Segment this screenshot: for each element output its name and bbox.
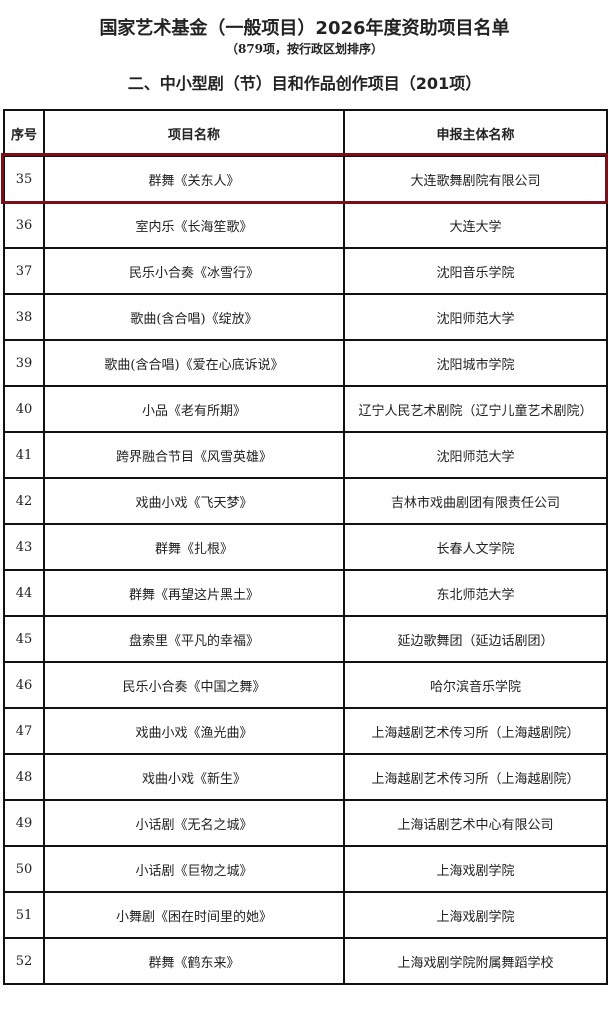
applicant-name: 上海戏剧学院 xyxy=(343,891,608,939)
row-number: 43 xyxy=(3,523,45,571)
row-number: 50 xyxy=(3,845,45,893)
project-name: 盘索里《平凡的幸福》 xyxy=(43,615,345,663)
applicant-name: 沈阳师范大学 xyxy=(343,293,608,341)
project-name: 小话剧《巨物之城》 xyxy=(43,845,345,893)
project-name: 民乐小合奏《中国之舞》 xyxy=(43,661,345,709)
section-heading: 二、中小型剧（节）目和作品创作项目（201项） xyxy=(127,74,482,93)
table-header-row: 序号 项目名称 申报主体名称 xyxy=(3,109,608,157)
row-number: 44 xyxy=(3,569,45,617)
applicant-name: 沈阳师范大学 xyxy=(343,431,608,479)
row-number: 37 xyxy=(3,247,45,295)
project-name: 跨界融合节目《风雪英雄》 xyxy=(43,431,345,479)
row-number: 46 xyxy=(3,661,45,709)
table-row: 46 民乐小合奏《中国之舞》 哈尔滨音乐学院 xyxy=(3,661,608,709)
applicant-name: 吉林市戏曲剧团有限责任公司 xyxy=(343,477,608,525)
table-row: 51 小舞剧《困在时间里的她》 上海戏剧学院 xyxy=(3,891,608,939)
header-no: 序号 xyxy=(3,109,45,157)
project-name: 群舞《关东人》 xyxy=(43,155,345,203)
table-row: 41 跨界融合节目《风雪英雄》 沈阳师范大学 xyxy=(3,431,608,479)
project-name: 戏曲小戏《新生》 xyxy=(43,753,345,801)
applicant-name: 上海话剧艺术中心有限公司 xyxy=(343,799,608,847)
applicant-name: 东北师范大学 xyxy=(343,569,608,617)
project-name: 戏曲小戏《飞天梦》 xyxy=(43,477,345,525)
applicant-name: 辽宁人民艺术剧院（辽宁儿童艺术剧院） xyxy=(343,385,608,433)
header-project-name: 项目名称 xyxy=(43,109,345,157)
table-row: 44 群舞《再望这片黑土》 东北师范大学 xyxy=(3,569,608,617)
project-name: 歌曲(含合唱)《绽放》 xyxy=(43,293,345,341)
table-row: 39 歌曲(含合唱)《爱在心底诉说》 沈阳城市学院 xyxy=(3,339,608,387)
table-row: 40 小品《老有所期》 辽宁人民艺术剧院（辽宁儿童艺术剧院） xyxy=(3,385,608,433)
project-name: 群舞《鹤东来》 xyxy=(43,937,345,985)
project-name: 群舞《再望这片黑土》 xyxy=(43,569,345,617)
applicant-name: 沈阳音乐学院 xyxy=(343,247,608,295)
row-number: 35 xyxy=(3,155,45,203)
project-name: 小品《老有所期》 xyxy=(43,385,345,433)
applicant-name: 沈阳城市学院 xyxy=(343,339,608,387)
row-number: 49 xyxy=(3,799,45,847)
project-table: 序号 项目名称 申报主体名称 35 群舞《关东人》 大连歌舞剧院有限公司 36 室内乐《… xyxy=(3,109,608,985)
project-name: 小舞剧《困在时间里的她》 xyxy=(43,891,345,939)
project-name: 戏曲小戏《渔光曲》 xyxy=(43,707,345,755)
document-subtitle: （879项，按行政区划排序） xyxy=(225,42,384,56)
applicant-name: 上海越剧艺术传习所（上海越剧院） xyxy=(343,753,608,801)
applicant-name: 上海戏剧学院 xyxy=(343,845,608,893)
table-row: 42 戏曲小戏《飞天梦》 吉林市戏曲剧团有限责任公司 xyxy=(3,477,608,525)
document-title: 国家艺术基金（一般项目）2026年度资助项目名单 xyxy=(99,18,510,39)
row-number: 45 xyxy=(3,615,45,663)
table-row: 37 民乐小合奏《冰雪行》 沈阳音乐学院 xyxy=(3,247,608,295)
table-row: 38 歌曲(含合唱)《绽放》 沈阳师范大学 xyxy=(3,293,608,341)
header-applicant: 申报主体名称 xyxy=(343,109,608,157)
row-number: 48 xyxy=(3,753,45,801)
row-number: 38 xyxy=(3,293,45,341)
row-number: 40 xyxy=(3,385,45,433)
row-number: 36 xyxy=(3,201,45,249)
project-name: 民乐小合奏《冰雪行》 xyxy=(43,247,345,295)
row-number: 52 xyxy=(3,937,45,985)
row-number: 47 xyxy=(3,707,45,755)
row-number: 41 xyxy=(3,431,45,479)
project-name: 群舞《扎根》 xyxy=(43,523,345,571)
table-row: 35 群舞《关东人》 大连歌舞剧院有限公司 xyxy=(3,155,608,203)
table-row: 36 室内乐《长海笙歌》 大连大学 xyxy=(3,201,608,249)
row-number: 42 xyxy=(3,477,45,525)
row-number: 39 xyxy=(3,339,45,387)
table-row: 52 群舞《鹤东来》 上海戏剧学院附属舞蹈学校 xyxy=(3,937,608,985)
table-row: 48 戏曲小戏《新生》 上海越剧艺术传习所（上海越剧院） xyxy=(3,753,608,801)
row-number: 51 xyxy=(3,891,45,939)
applicant-name: 上海越剧艺术传习所（上海越剧院） xyxy=(343,707,608,755)
applicant-name: 大连歌舞剧院有限公司 xyxy=(343,155,608,203)
applicant-name: 长春人文学院 xyxy=(343,523,608,571)
table-row: 49 小话剧《无名之城》 上海话剧艺术中心有限公司 xyxy=(3,799,608,847)
project-name: 小话剧《无名之城》 xyxy=(43,799,345,847)
applicant-name: 大连大学 xyxy=(343,201,608,249)
project-name: 室内乐《长海笙歌》 xyxy=(43,201,345,249)
table-row: 45 盘索里《平凡的幸福》 延边歌舞团（延边话剧团） xyxy=(3,615,608,663)
table-row: 50 小话剧《巨物之城》 上海戏剧学院 xyxy=(3,845,608,893)
applicant-name: 哈尔滨音乐学院 xyxy=(343,661,608,709)
applicant-name: 延边歌舞团（延边话剧团） xyxy=(343,615,608,663)
project-name: 歌曲(含合唱)《爱在心底诉说》 xyxy=(43,339,345,387)
table-row: 47 戏曲小戏《渔光曲》 上海越剧艺术传习所（上海越剧院） xyxy=(3,707,608,755)
table-row: 43 群舞《扎根》 长春人文学院 xyxy=(3,523,608,571)
applicant-name: 上海戏剧学院附属舞蹈学校 xyxy=(343,937,608,985)
